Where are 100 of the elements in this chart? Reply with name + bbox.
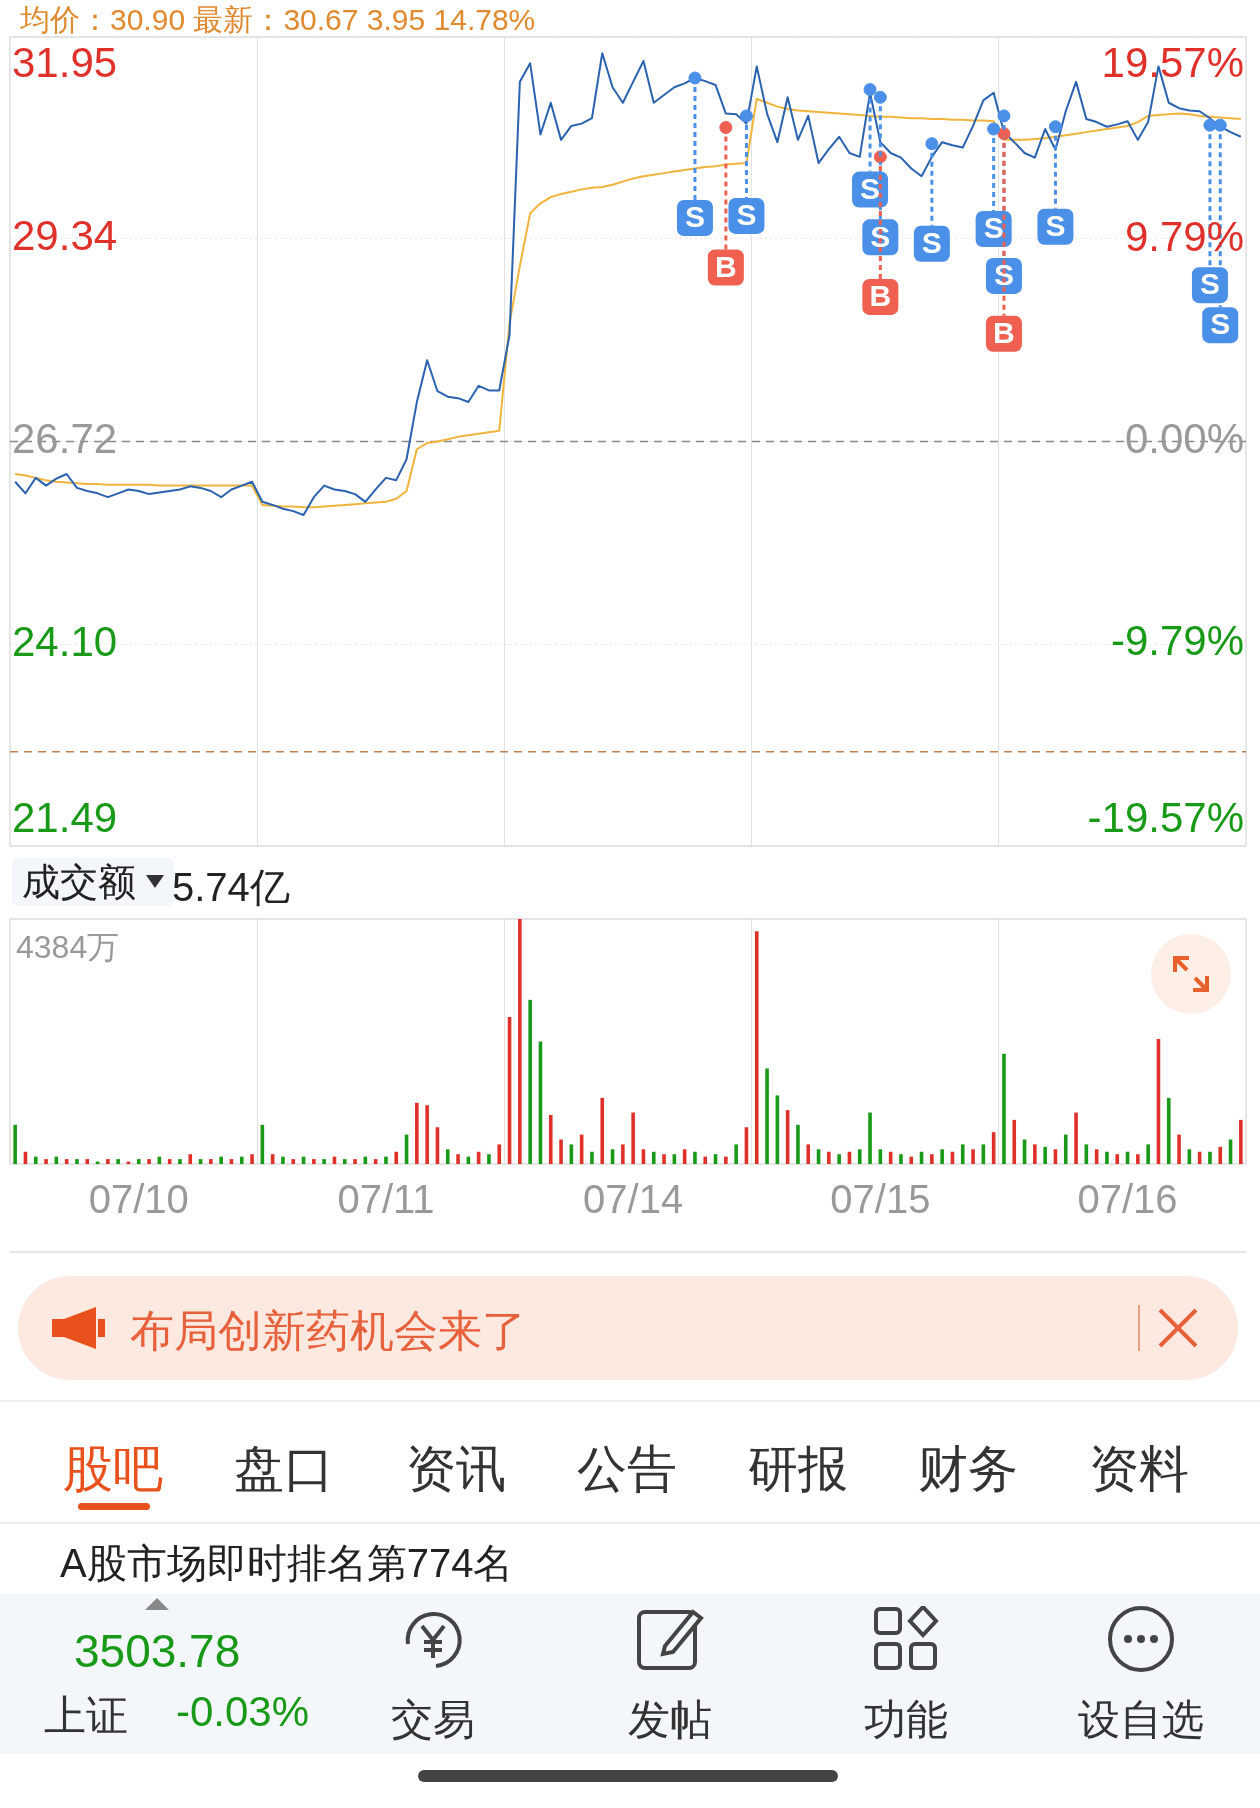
bar	[1208, 1151, 1212, 1164]
text: 3503.78	[74, 1624, 241, 1678]
bar	[765, 1068, 769, 1164]
bar	[827, 1151, 831, 1164]
bar	[239, 1156, 244, 1164]
y-tick-label: 31.95	[12, 38, 118, 86]
bar	[106, 1159, 110, 1164]
chart-subtitle: 5.74亿	[172, 864, 290, 911]
annotation: 4384万	[16, 928, 120, 967]
bar	[1012, 1119, 1017, 1164]
data-label: B	[869, 279, 892, 313]
data-label: S	[684, 200, 705, 234]
bar	[394, 1151, 399, 1164]
y-tick-label: 21.49	[12, 793, 118, 841]
text: 资料	[1088, 1440, 1190, 1499]
bar	[837, 1154, 841, 1164]
bar	[1002, 1053, 1006, 1164]
bar	[1166, 1097, 1171, 1164]
bar	[415, 1102, 419, 1164]
bar	[44, 1159, 48, 1164]
bar	[188, 1154, 193, 1164]
bar	[600, 1097, 605, 1164]
data-label: S	[870, 219, 891, 253]
bar	[662, 1154, 666, 1164]
data-label: B	[715, 249, 737, 283]
data-label: S	[1045, 208, 1066, 242]
bar	[796, 1124, 800, 1164]
data-label: S	[1199, 267, 1220, 301]
bar	[528, 999, 532, 1164]
bar	[353, 1159, 357, 1164]
data-label: B	[993, 315, 1015, 349]
bar	[651, 1151, 656, 1164]
bar	[1146, 1144, 1150, 1164]
text: 资讯	[405, 1440, 507, 1499]
bar	[75, 1159, 79, 1164]
bar	[1043, 1146, 1047, 1164]
bar	[1033, 1144, 1037, 1164]
bar	[281, 1156, 285, 1164]
bar	[497, 1144, 502, 1164]
bar	[806, 1144, 811, 1164]
text: 设自选	[1077, 1695, 1205, 1745]
bar	[456, 1154, 460, 1164]
bar	[1218, 1146, 1223, 1164]
bar	[909, 1156, 914, 1164]
text: -0.03%	[176, 1688, 310, 1736]
chart-title: 均价：30.90 最新：30.67 3.95 14.78%	[20, 3, 536, 36]
bar	[559, 1139, 563, 1164]
bar	[971, 1149, 975, 1164]
bar	[868, 1112, 872, 1164]
bar	[487, 1154, 491, 1164]
bar	[178, 1159, 182, 1164]
bar	[621, 1144, 625, 1164]
bar	[754, 931, 759, 1164]
bar	[33, 1156, 38, 1164]
bar	[219, 1156, 223, 1164]
bar	[342, 1159, 347, 1164]
bar	[1074, 1112, 1078, 1164]
bar	[1105, 1151, 1109, 1164]
y-tick-label: 24.10	[12, 617, 118, 665]
text: 财务	[917, 1440, 1019, 1499]
text: 研报	[747, 1440, 849, 1499]
text: 交易	[390, 1695, 476, 1745]
x-tick-label: 07/16	[1077, 1177, 1178, 1222]
y2-tick-label: 0.00%	[1124, 415, 1244, 463]
x-tick-label: 07/10	[88, 1177, 189, 1222]
text: 上证	[44, 1691, 128, 1741]
bar	[147, 1159, 151, 1164]
bar	[136, 1159, 141, 1164]
bar	[1177, 1134, 1181, 1164]
bar	[312, 1159, 316, 1164]
bar	[1136, 1154, 1140, 1164]
bar	[548, 1115, 553, 1164]
bar	[518, 919, 522, 1164]
chart-title: 成交额	[22, 859, 136, 905]
data-label: S	[993, 258, 1014, 292]
x-tick-label: 07/14	[583, 1177, 684, 1222]
bar	[960, 1144, 965, 1164]
text: 功能	[863, 1695, 949, 1745]
bar	[250, 1154, 254, 1164]
bar	[85, 1159, 90, 1164]
bar	[1239, 1119, 1243, 1164]
bar	[1115, 1154, 1120, 1164]
data-label: S	[860, 171, 881, 205]
y2-tick-label: 9.79%	[1124, 212, 1244, 260]
bar	[590, 1151, 594, 1164]
y-tick-label: 26.72	[12, 415, 118, 463]
bar	[13, 1124, 17, 1164]
bar	[209, 1159, 213, 1164]
bar	[940, 1149, 944, 1164]
y-tick-label: 29.34	[12, 212, 118, 260]
bar	[631, 1112, 635, 1164]
y2-tick-label: 19.57%	[1101, 38, 1244, 86]
bar	[291, 1159, 296, 1164]
text: 公告	[576, 1440, 678, 1499]
data-label: S	[921, 226, 942, 259]
text: 盘口	[233, 1440, 335, 1499]
bar	[384, 1156, 388, 1164]
data-label: S	[736, 198, 757, 232]
bar	[445, 1149, 450, 1164]
y2-tick-label: -19.57%	[1087, 793, 1244, 841]
